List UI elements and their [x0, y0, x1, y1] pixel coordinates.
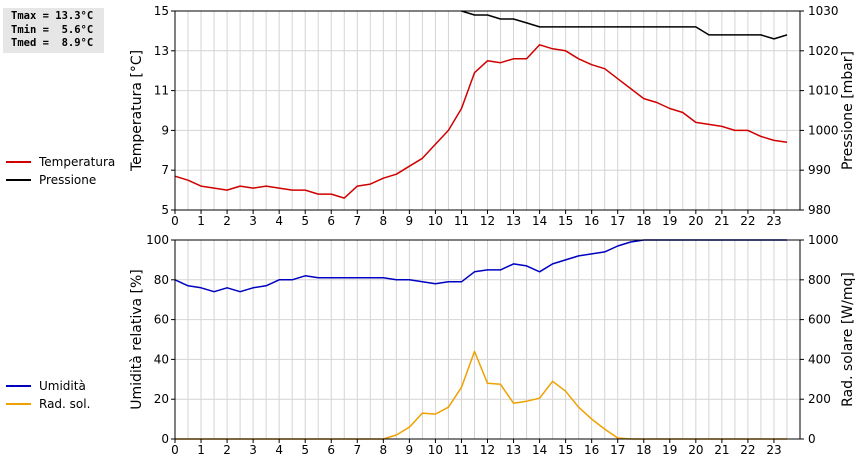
top-ytick-left-label: 7 — [161, 163, 169, 177]
bottom-ytick-left-label: 20 — [154, 392, 169, 406]
legend-item-temperatura: Temperatura — [6, 153, 115, 171]
bottom-xtick-label: 13 — [506, 443, 521, 457]
bottom-xtick-label: 16 — [584, 443, 599, 457]
top-xtick-label: 22 — [740, 214, 755, 228]
bottom-xtick-label: 1 — [197, 443, 205, 457]
top-xtick-label: 10 — [428, 214, 443, 228]
legend-swatch-umidita — [6, 385, 31, 387]
bottom-ytick-right-label: 800 — [808, 273, 831, 287]
bottom-xtick-label: 7 — [353, 443, 361, 457]
bottom-xtick-label: 12 — [480, 443, 495, 457]
legend-item-pressione: Pressione — [6, 171, 115, 189]
top-xtick-label: 0 — [171, 214, 179, 228]
top-ytick-left-label: 13 — [154, 44, 169, 58]
bottom-xtick-label: 9 — [406, 443, 414, 457]
bottom-xtick-label: 18 — [636, 443, 651, 457]
top-xtick-label: 20 — [688, 214, 703, 228]
bottom-xtick-label: 2 — [223, 443, 231, 457]
bottom-ytick-left-label: 100 — [146, 233, 169, 247]
top-ytick-right-label: 1010 — [808, 84, 839, 98]
bottom-xtick-label: 15 — [558, 443, 573, 457]
top-xtick-label: 15 — [558, 214, 573, 228]
top-ylabel-right: Pressione [mbar] — [840, 51, 856, 170]
top-xtick-label: 11 — [454, 214, 469, 228]
tmax-stat: Tmax = 13.3°C — [11, 10, 94, 22]
top-xtick-label: 18 — [636, 214, 651, 228]
tmed-stat: Tmed = 8.9°C — [11, 37, 94, 49]
bottom-ytick-right-label: 400 — [808, 352, 831, 366]
legend-label-pressione: Pressione — [39, 173, 97, 187]
top-xtick-label: 19 — [662, 214, 677, 228]
bottom-xtick-label: 23 — [766, 443, 781, 457]
top-xtick-label: 4 — [275, 214, 283, 228]
legend-item-umidita: Umidità — [6, 377, 90, 395]
top-xtick-label: 1 — [197, 214, 205, 228]
top-ytick-left-label: 15 — [154, 4, 169, 18]
bottom-xtick-label: 17 — [610, 443, 625, 457]
bottom-xtick-label: 19 — [662, 443, 677, 457]
bottom-ytick-left-label: 40 — [154, 352, 169, 366]
bottom-ytick-right-label: 0 — [808, 432, 816, 446]
top-xtick-label: 5 — [301, 214, 309, 228]
tmin-stat: Tmin = 5.6°C — [11, 23, 94, 36]
bottom-xtick-label: 8 — [380, 443, 388, 457]
top-ytick-right-label: 1020 — [808, 44, 839, 58]
stats-box: Tmax = 13.3°C Tmin = 5.6°C Tmed = 8.9°C — [3, 8, 104, 53]
legend-swatch-pressione — [6, 179, 31, 181]
top-xtick-label: 7 — [353, 214, 361, 228]
bottom-ytick-right-label: 200 — [808, 392, 831, 406]
legend-label-radsol: Rad. sol. — [39, 397, 91, 411]
bottom-xtick-label: 22 — [740, 443, 755, 457]
top-ytick-left-label: 5 — [161, 203, 169, 217]
bottom-xtick-label: 5 — [301, 443, 309, 457]
bottom-ylabel-left: Umidità relativa [%] — [129, 269, 145, 410]
top-ytick-right-label: 980 — [808, 203, 831, 217]
bottom-xtick-label: 20 — [688, 443, 703, 457]
top-xtick-label: 17 — [610, 214, 625, 228]
bottom-ytick-right-label: 1000 — [808, 233, 839, 247]
top-ytick-right-label: 1030 — [808, 4, 839, 18]
bottom-ytick-left-label: 0 — [161, 432, 169, 446]
top-ytick-left-label: 9 — [161, 123, 169, 137]
bottom-xtick-label: 14 — [532, 443, 547, 457]
top-ytick-right-label: 990 — [808, 163, 831, 177]
top-xtick-label: 9 — [406, 214, 414, 228]
legend-label-umidita: Umidità — [39, 379, 86, 393]
legend-item-radsol: Rad. sol. — [6, 395, 90, 413]
top-series-temperatura — [174, 44, 788, 199]
bottom-xtick-label: 21 — [714, 443, 729, 457]
top-xtick-label: 21 — [714, 214, 729, 228]
bottom-xtick-label: 4 — [275, 443, 283, 457]
bottom-xtick-label: 3 — [249, 443, 257, 457]
top-legend: Temperatura Pressione — [6, 153, 115, 189]
legend-swatch-temperatura — [6, 161, 31, 163]
bottom-xtick-label: 10 — [428, 443, 443, 457]
legend-label-temperatura: Temperatura — [39, 155, 116, 169]
bottom-ytick-left-label: 80 — [154, 273, 169, 287]
top-xtick-label: 8 — [380, 214, 388, 228]
humidity-legend: Umidità Rad. sol. — [6, 377, 90, 413]
top-xtick-label: 16 — [584, 214, 599, 228]
top-xtick-label: 3 — [249, 214, 257, 228]
top-ylabel-left: Temperatura [°C] — [129, 50, 145, 172]
top-xtick-label: 6 — [327, 214, 335, 228]
legend-swatch-radsol — [6, 403, 31, 405]
top-xtick-label: 23 — [766, 214, 781, 228]
top-series-pressione — [461, 10, 788, 40]
bottom-ytick-left-label: 60 — [154, 313, 169, 327]
top-xtick-label: 13 — [506, 214, 521, 228]
top-ytick-left-label: 11 — [154, 84, 169, 98]
top-ytick-right-label: 1000 — [808, 123, 839, 137]
bottom-xtick-label: 6 — [327, 443, 335, 457]
bottom-ytick-right-label: 600 — [808, 313, 831, 327]
bottom-xtick-label: 0 — [171, 443, 179, 457]
bottom-xtick-label: 11 — [454, 443, 469, 457]
top-xtick-label: 12 — [480, 214, 495, 228]
top-xtick-label: 14 — [532, 214, 547, 228]
bottom-ylabel-right: Rad. solare [W/mq] — [840, 272, 856, 407]
top-xtick-label: 2 — [223, 214, 231, 228]
